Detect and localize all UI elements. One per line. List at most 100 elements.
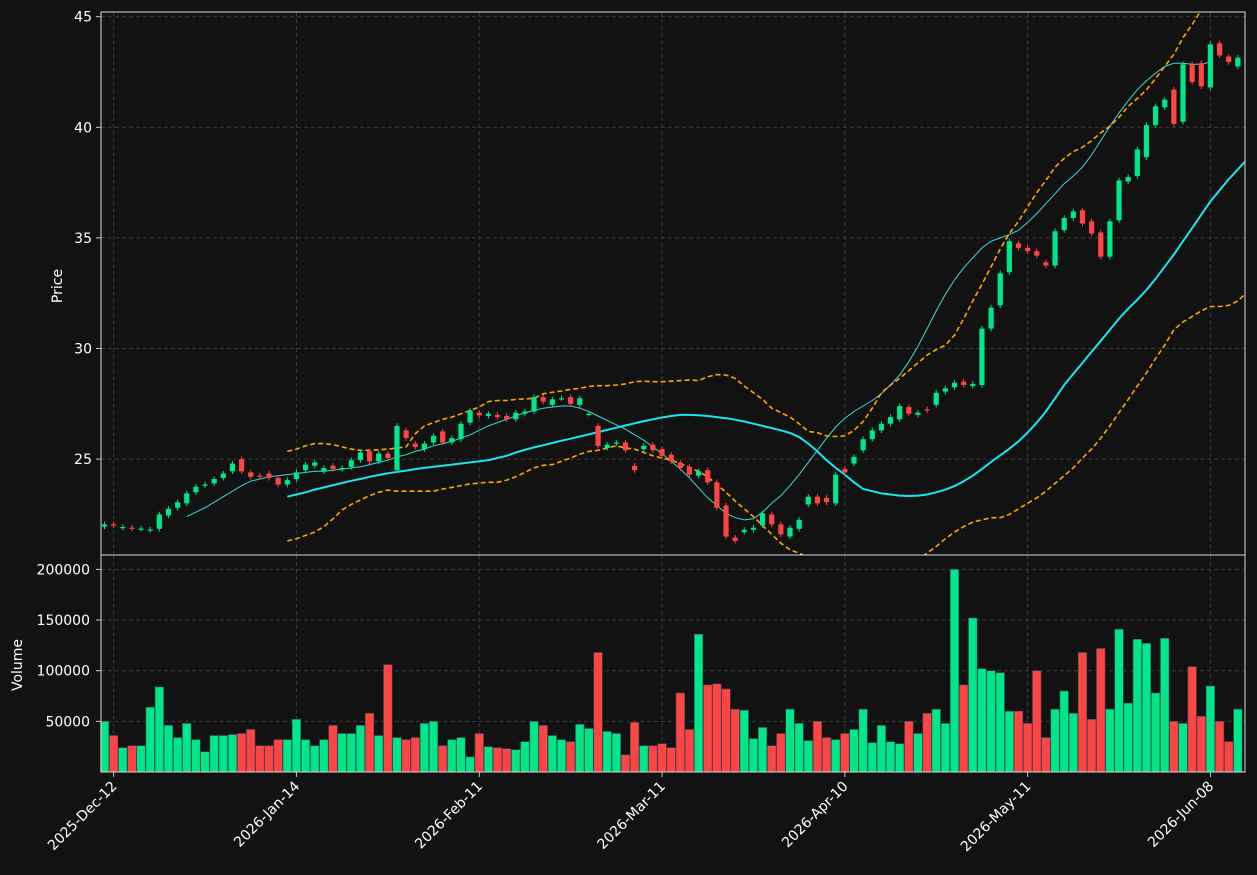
volume-bar [1096, 648, 1106, 773]
volume-bar [1114, 628, 1124, 773]
volume-y-axis: 50000 100000 150000 200000 [37, 562, 101, 730]
volume-tick-label: 100000 [37, 664, 90, 680]
volume-axis-label: Volume [10, 639, 26, 691]
volume-tick-label: 150000 [37, 613, 90, 629]
volume-bar [237, 733, 247, 773]
candle-body [869, 430, 875, 440]
candle-body [641, 445, 647, 450]
volume-bar [949, 569, 960, 773]
volume-bar [785, 708, 795, 773]
candle-body [595, 425, 601, 446]
volume-bar [1196, 715, 1206, 773]
candle-body [1171, 89, 1177, 124]
candle-body [951, 382, 958, 388]
candle-body [504, 415, 510, 420]
candle-body [403, 430, 409, 439]
candle-body [577, 398, 583, 405]
candle-body [1189, 64, 1195, 82]
candle-body [897, 406, 903, 420]
price-y-axis: 25 30 35 40 45 [74, 10, 101, 468]
volume-bar [392, 737, 402, 773]
volume-bars [99, 569, 1243, 773]
volume-bar [1059, 690, 1069, 773]
volume-bar [1132, 638, 1142, 773]
candle-body [732, 537, 738, 541]
volume-bar [182, 723, 192, 773]
candle-body [750, 527, 757, 530]
candle-body [1162, 99, 1168, 108]
candle-body [650, 444, 656, 451]
price-tick-label: 30 [74, 342, 92, 358]
candle-body [339, 467, 345, 470]
volume-bar [1169, 721, 1179, 773]
volume-bar [904, 721, 914, 773]
volume-bar [1233, 708, 1243, 773]
candle-body [485, 413, 491, 416]
candle-body [1107, 221, 1113, 257]
volume-bar [310, 745, 320, 773]
candle-body [814, 496, 821, 504]
volume-bar [1187, 666, 1197, 773]
candle-body [1015, 243, 1022, 248]
candle-body [613, 442, 619, 444]
candle-body [887, 417, 894, 424]
price-panel-grid [101, 12, 1245, 555]
volume-bar [1141, 643, 1152, 773]
volume-bar [300, 739, 311, 773]
volume-bar [383, 664, 393, 773]
candle-body [312, 462, 318, 466]
volume-bar [401, 739, 411, 773]
candle-body [302, 464, 309, 471]
volume-bar [1160, 637, 1170, 773]
volume-bar [1151, 692, 1161, 773]
candle-body [385, 453, 391, 458]
volume-bar [355, 725, 366, 773]
volume-bar [794, 723, 804, 773]
candle-body [430, 435, 437, 443]
volume-bar [885, 741, 896, 773]
volume-bar [319, 739, 329, 773]
volume-bar [209, 735, 219, 773]
candle-body [741, 529, 747, 533]
candle-body [1052, 231, 1058, 266]
candle-body [961, 381, 967, 385]
candle-body [833, 474, 839, 504]
volume-bar [575, 724, 585, 773]
volume-bar [328, 725, 338, 773]
candle-body [924, 409, 930, 411]
volume-bar [812, 721, 823, 773]
volume-bar [959, 684, 969, 773]
volume-bar [703, 684, 713, 773]
candle-body [1153, 106, 1159, 126]
candle-body [979, 328, 985, 385]
volume-bar [611, 733, 621, 773]
candle-body [1070, 211, 1076, 218]
long-moving-average-line [287, 160, 1245, 498]
candle-body [851, 456, 857, 464]
volume-bar [675, 692, 685, 773]
volume-bar [566, 741, 576, 773]
volume-bar [1087, 719, 1097, 773]
volume-bar [666, 747, 676, 773]
candle-body [284, 480, 290, 485]
candle-body [586, 413, 592, 415]
volume-bar [730, 708, 740, 773]
candle-body [120, 527, 126, 529]
volume-bar [968, 617, 978, 773]
candle-body [1226, 56, 1232, 63]
volume-bar [282, 739, 292, 773]
volume-bar [346, 733, 356, 773]
volume-bar [1050, 708, 1060, 773]
candle-body [823, 497, 830, 503]
volume-bar [1041, 737, 1051, 773]
candle-body [796, 519, 802, 529]
volume-panel-grid [101, 555, 1245, 772]
volume-bar [218, 735, 228, 773]
candle-body [696, 471, 702, 476]
candle-body [184, 493, 190, 504]
candle-body [1198, 63, 1204, 87]
price-tick-label: 45 [74, 10, 92, 26]
candle-body [1143, 125, 1150, 158]
volume-bar [776, 733, 786, 773]
volume-bar [374, 735, 384, 773]
